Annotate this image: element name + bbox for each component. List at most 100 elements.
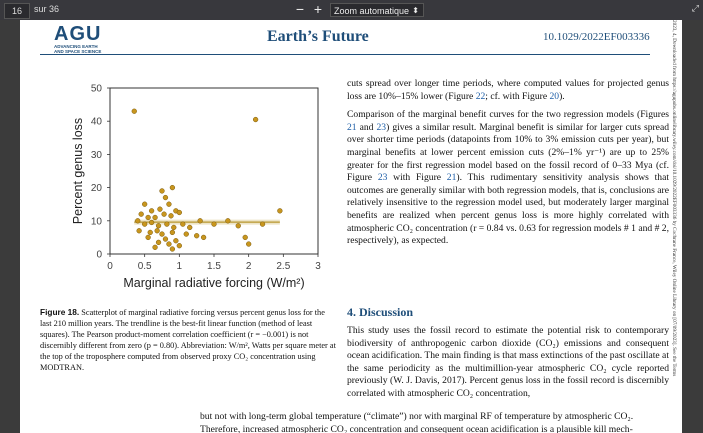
discussion-text: This study uses the fossil record to est… bbox=[347, 325, 669, 401]
data-point bbox=[171, 224, 177, 231]
pdf-toolbar: 16 sur 36 − + Zoom automatique ⬍ ⤢ bbox=[0, 0, 703, 20]
doi: 10.1029/2022EF003336 bbox=[543, 31, 650, 43]
data-point bbox=[277, 208, 283, 214]
data-point bbox=[155, 223, 162, 229]
text-run: cuts spread over longer time periods, wh… bbox=[347, 78, 669, 102]
y-tick-label: 30 bbox=[91, 150, 103, 161]
data-point bbox=[180, 221, 186, 227]
data-point bbox=[162, 236, 169, 242]
data-point bbox=[135, 218, 141, 224]
text-run: ). Percent genus loss in the fossil reco… bbox=[347, 375, 669, 399]
pdf-page: AGU ADVANCING EARTH AND SPACE SCIENCE Ea… bbox=[20, 20, 682, 433]
data-point bbox=[169, 184, 176, 191]
logo-sub1: ADVANCING EARTH bbox=[54, 44, 98, 49]
data-point bbox=[242, 234, 248, 241]
data-point bbox=[176, 243, 182, 249]
full-width-text: but not with long-term global temperatur… bbox=[200, 411, 670, 433]
data-point bbox=[176, 209, 182, 216]
data-point bbox=[159, 188, 165, 194]
data-point bbox=[145, 234, 151, 241]
x-tick-label: 2 bbox=[246, 261, 252, 272]
figure-link[interactable]: 21 bbox=[347, 121, 357, 133]
plot-frame bbox=[109, 87, 319, 255]
caption-label: Figure 18. bbox=[40, 307, 80, 317]
zoom-in-button[interactable]: + bbox=[313, 1, 323, 17]
x-tick-label: 0.5 bbox=[138, 261, 152, 272]
data-point bbox=[225, 218, 231, 224]
header-rule bbox=[40, 54, 650, 55]
data-point bbox=[211, 221, 217, 227]
chevron-updown-icon: ⬍ bbox=[412, 6, 419, 15]
paragraph: cuts spread over longer time periods, wh… bbox=[347, 78, 669, 103]
data-point bbox=[164, 221, 170, 227]
y-tick-label: 40 bbox=[91, 117, 103, 128]
data-point bbox=[138, 211, 144, 217]
download-note: 2023, 4, Downloaded from https://agupubs… bbox=[671, 20, 677, 377]
agu-logo: AGU ADVANCING EARTH AND SPACE SCIENCE bbox=[54, 24, 124, 56]
data-point bbox=[187, 224, 193, 231]
text-run: with Figure bbox=[387, 172, 447, 184]
data-point bbox=[145, 214, 151, 221]
y-tick-label: 50 bbox=[91, 84, 103, 95]
data-point bbox=[166, 201, 172, 207]
figure-link[interactable]: 23 bbox=[377, 172, 388, 184]
x-tick-label: 1 bbox=[177, 261, 183, 272]
x-tick-label: 0 bbox=[107, 261, 113, 272]
x-tick-label: 1.5 bbox=[207, 261, 221, 272]
journal-title: Earth’s Future bbox=[267, 28, 369, 45]
expand-icon[interactable]: ⤢ bbox=[691, 3, 699, 13]
text-run: This study uses the fossil record to est… bbox=[347, 325, 669, 387]
text-run: ; cf. with Figure bbox=[485, 90, 550, 102]
data-point bbox=[152, 244, 158, 251]
logo-sub2: AND SPACE SCIENCE bbox=[54, 49, 102, 54]
zoom-select[interactable]: Zoom automatique ⬍ bbox=[330, 3, 424, 17]
data-point bbox=[148, 219, 155, 226]
text-run: ). This rudimentary sensitivity analysis… bbox=[347, 172, 669, 247]
data-point bbox=[142, 221, 148, 227]
figure-link[interactable]: 22 bbox=[475, 90, 486, 102]
page-number-input[interactable]: 16 bbox=[4, 3, 30, 19]
paragraph: Comparison of the marginal benefit curve… bbox=[347, 109, 669, 248]
text-run: ). bbox=[559, 90, 565, 102]
x-tick-label: 2.5 bbox=[276, 261, 290, 272]
data-point bbox=[161, 211, 167, 217]
zoom-select-label: Zoom automatique bbox=[334, 6, 410, 16]
data-point bbox=[147, 229, 153, 236]
figure-link[interactable]: 23 bbox=[376, 121, 387, 133]
data-point bbox=[168, 213, 174, 219]
data-point bbox=[166, 241, 172, 247]
y-axis-label: Percent genus loss bbox=[71, 118, 85, 224]
data-point bbox=[246, 241, 252, 247]
data-point bbox=[148, 208, 155, 214]
text-line: Therefore, increased atmospheric CO₂ con… bbox=[200, 423, 633, 433]
data-point bbox=[200, 234, 207, 241]
data-point bbox=[197, 218, 203, 224]
data-point bbox=[152, 214, 158, 221]
data-point bbox=[131, 108, 137, 114]
data-point bbox=[162, 194, 169, 201]
data-point bbox=[252, 116, 259, 123]
zoom-out-button[interactable]: − bbox=[295, 1, 305, 17]
data-point bbox=[183, 231, 189, 237]
data-point bbox=[194, 233, 200, 239]
text-run: and bbox=[356, 121, 377, 133]
section-heading: 4. Discussion bbox=[347, 305, 414, 319]
download-sidebar: 2023, 4, Downloaded from https://agupubs… bbox=[667, 20, 679, 433]
x-axis-label: Marginal radiative forcing (W/m²) bbox=[123, 276, 304, 290]
scatter-chart: 0 10 20 30 40 50 0 0.5 1 1.5 2 2.5 3 Marginal radiati… bbox=[71, 84, 321, 291]
data-point bbox=[154, 228, 160, 234]
page-total: sur 36 bbox=[34, 4, 60, 14]
data-point bbox=[235, 223, 241, 229]
data-point bbox=[169, 229, 176, 236]
data-point bbox=[173, 238, 179, 244]
citation-link[interactable]: 2017 bbox=[442, 375, 462, 387]
data-point bbox=[159, 231, 165, 237]
x-tick-label: 3 bbox=[315, 261, 321, 272]
text-line: but not with long-term global temperatur… bbox=[200, 411, 634, 422]
figure-link[interactable]: 20 bbox=[549, 90, 560, 102]
data-point bbox=[155, 239, 162, 246]
figure-link[interactable]: 21 bbox=[446, 172, 457, 184]
y-tick-label: 0 bbox=[96, 250, 102, 261]
body-text: cuts spread over longer time periods, wh… bbox=[347, 78, 669, 254]
text-run: ) gives a similar result. Marginal benef… bbox=[347, 121, 669, 184]
